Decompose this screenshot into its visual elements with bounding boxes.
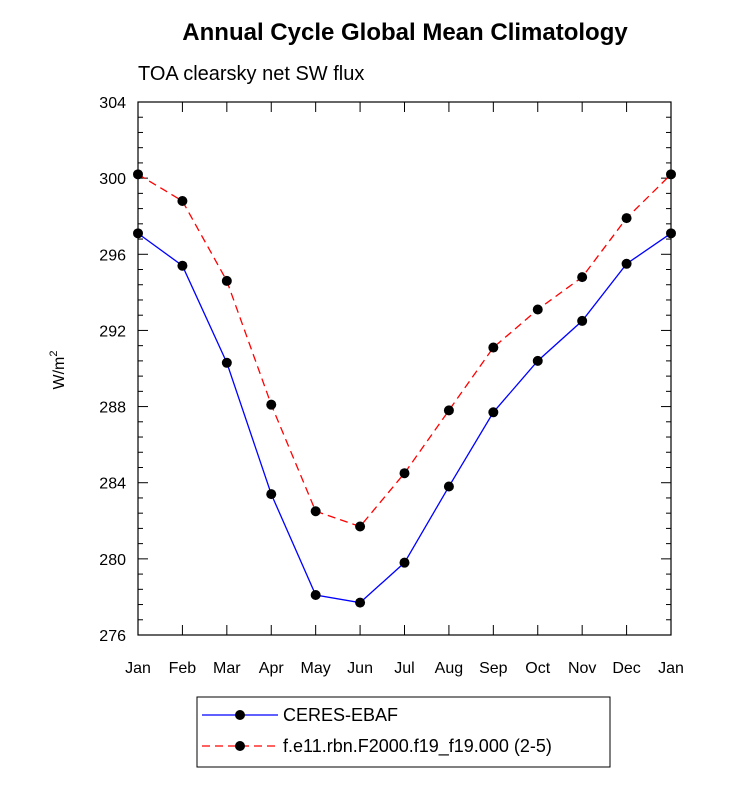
series-2-point xyxy=(399,468,410,479)
series-2-point xyxy=(355,521,366,532)
x-tick-label: Dec xyxy=(612,660,640,677)
x-tick-label: May xyxy=(301,660,331,677)
x-tick-label: Jan xyxy=(125,660,151,677)
series-1-point xyxy=(532,355,543,366)
series-1-point xyxy=(266,489,277,500)
x-tick-label: Jul xyxy=(394,660,414,677)
y-tick-label: 288 xyxy=(99,400,126,417)
series-2-point xyxy=(177,195,188,206)
x-tick-label: Nov xyxy=(568,660,596,677)
plot-frame xyxy=(137,101,672,636)
series-1-point xyxy=(443,481,454,492)
y-axis-label-text: W/m xyxy=(51,357,68,390)
x-tick-label: Mar xyxy=(213,660,241,677)
series-2-point xyxy=(621,213,632,224)
series-2-point xyxy=(577,272,588,283)
series-1-point xyxy=(133,228,143,239)
series-1-point xyxy=(355,597,366,608)
legend-marker-series-1 xyxy=(235,710,245,720)
series-2-point xyxy=(133,169,143,180)
x-tick-label: Apr xyxy=(259,660,285,677)
series-1-point xyxy=(666,228,676,239)
y-axis-label-sup: 2 xyxy=(48,351,60,357)
legend-marker-series-2 xyxy=(235,741,245,751)
x-tick-label: Sep xyxy=(479,660,508,677)
y-tick-label: 292 xyxy=(99,323,126,340)
legend-label-series-1: CERES-EBAF xyxy=(283,705,398,725)
x-tick-label: Oct xyxy=(525,660,550,677)
series-1-point xyxy=(310,590,321,601)
y-tick-label: 284 xyxy=(99,476,126,493)
series-line-1 xyxy=(137,232,672,604)
series-2-point xyxy=(266,399,277,410)
y-tick-label: 304 xyxy=(99,95,126,112)
x-tick-label: Jan xyxy=(658,660,684,677)
y-tick-label: 296 xyxy=(99,247,126,264)
series-2-point xyxy=(443,405,454,416)
chart-title: Annual Cycle Global Mean Climatology xyxy=(182,19,628,46)
series-2-point xyxy=(666,169,676,180)
series-1-point xyxy=(577,315,588,326)
series-1-point xyxy=(399,557,410,568)
x-tick-label: Feb xyxy=(169,660,197,677)
x-tick-label: Jun xyxy=(347,660,373,677)
y-axis-label: W/m2 xyxy=(48,351,68,390)
series-1-point xyxy=(177,260,188,271)
y-tick-label: 280 xyxy=(99,552,126,569)
series-1-point xyxy=(221,357,232,368)
series-2-point xyxy=(488,342,499,353)
legend-box xyxy=(196,696,611,768)
legend: CERES-EBAF f.e11.rbn.F2000.f19_f19.000 (… xyxy=(196,696,611,768)
series-1-point xyxy=(621,258,632,269)
series-2-point xyxy=(221,275,232,286)
chart-subtitle: TOA clearsky net SW flux xyxy=(138,63,364,85)
series-2-point xyxy=(310,506,321,517)
y-tick-label: 276 xyxy=(99,628,126,645)
axis-ticks: Jan Feb Mar Apr May Jun Jul Aug Sep Oct Nov Dec Jan 2… xyxy=(99,95,684,677)
series-1-point xyxy=(488,407,499,418)
series-layer xyxy=(133,169,676,608)
series-2-point xyxy=(532,304,543,315)
y-tick-label: 300 xyxy=(99,171,126,188)
x-tick-label: Aug xyxy=(435,660,463,677)
legend-label-series-2: f.e11.rbn.F2000.f19_f19.000 (2-5) xyxy=(283,736,552,757)
svg-text:W/m2: W/m2 xyxy=(48,351,68,390)
